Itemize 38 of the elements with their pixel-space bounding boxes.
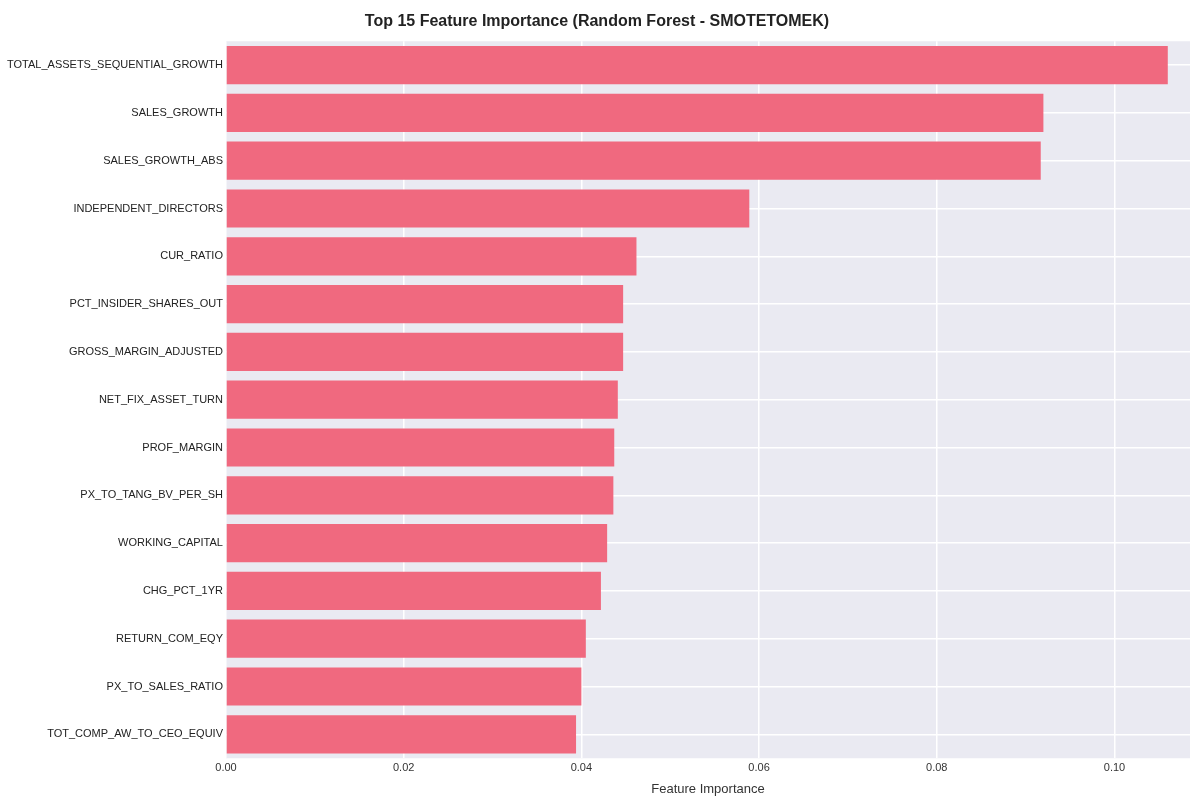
- y-tick-label: TOT_COMP_AW_TO_CEO_EQUIV: [47, 727, 224, 740]
- x-tick-label: 0.10: [1103, 760, 1126, 773]
- bar: [226, 284, 624, 324]
- bar: [226, 619, 586, 658]
- y-tick-label: RETURN_COM_EQY: [116, 631, 224, 644]
- x-tick-label: 0.06: [748, 760, 770, 773]
- bar: [226, 332, 624, 372]
- bar: [226, 523, 608, 563]
- x-tick-label: 0.08: [926, 760, 948, 773]
- y-tick-label: PX_TO_SALES_RATIO: [106, 679, 224, 692]
- y-tick-label: PCT_INSIDER_SHARES_OUT: [69, 297, 224, 310]
- y-tick-label: NET_FIX_ASSET_TURN: [98, 392, 224, 405]
- chart-title: Top 15 Feature Importance (Random Forest - SMOTETOMEK): [364, 12, 830, 30]
- bar: [226, 189, 750, 228]
- x-tick-label: 0.04: [570, 760, 593, 773]
- y-tick-label: INDEPENDENT_DIRECTORS: [73, 201, 223, 214]
- y-tick-label: GROSS_MARGIN_ADJUSTED: [68, 344, 224, 357]
- y-tick-label: SALES_GROWTH: [131, 105, 224, 118]
- bar: [226, 45, 1168, 85]
- bar: [226, 380, 618, 419]
- bar: [226, 428, 615, 467]
- bar: [226, 237, 637, 276]
- bar: [226, 715, 577, 754]
- bar: [226, 93, 1044, 133]
- y-tick-label: PROF_MARGIN: [142, 440, 224, 453]
- y-tick-label: TOTAL_ASSETS_SEQUENTIAL_GROWTH: [6, 58, 224, 71]
- bar: [226, 571, 601, 611]
- y-tick-label: SALES_GROWTH_ABS: [103, 153, 223, 166]
- y-tick-label: PX_TO_TANG_BV_PER_SH: [80, 488, 224, 501]
- x-tick-label: 0.00: [215, 760, 237, 773]
- y-tick-label: CHG_PCT_1YR: [142, 583, 224, 596]
- x-tick-label: 0.02: [392, 760, 415, 773]
- bar: [226, 141, 1041, 180]
- x-axis-title: Feature Importance: [651, 780, 765, 796]
- bar: [226, 476, 614, 515]
- y-tick-label: WORKING_CAPITAL: [118, 536, 223, 549]
- bar: [226, 667, 582, 706]
- y-tick-label: CUR_RATIO: [160, 249, 224, 262]
